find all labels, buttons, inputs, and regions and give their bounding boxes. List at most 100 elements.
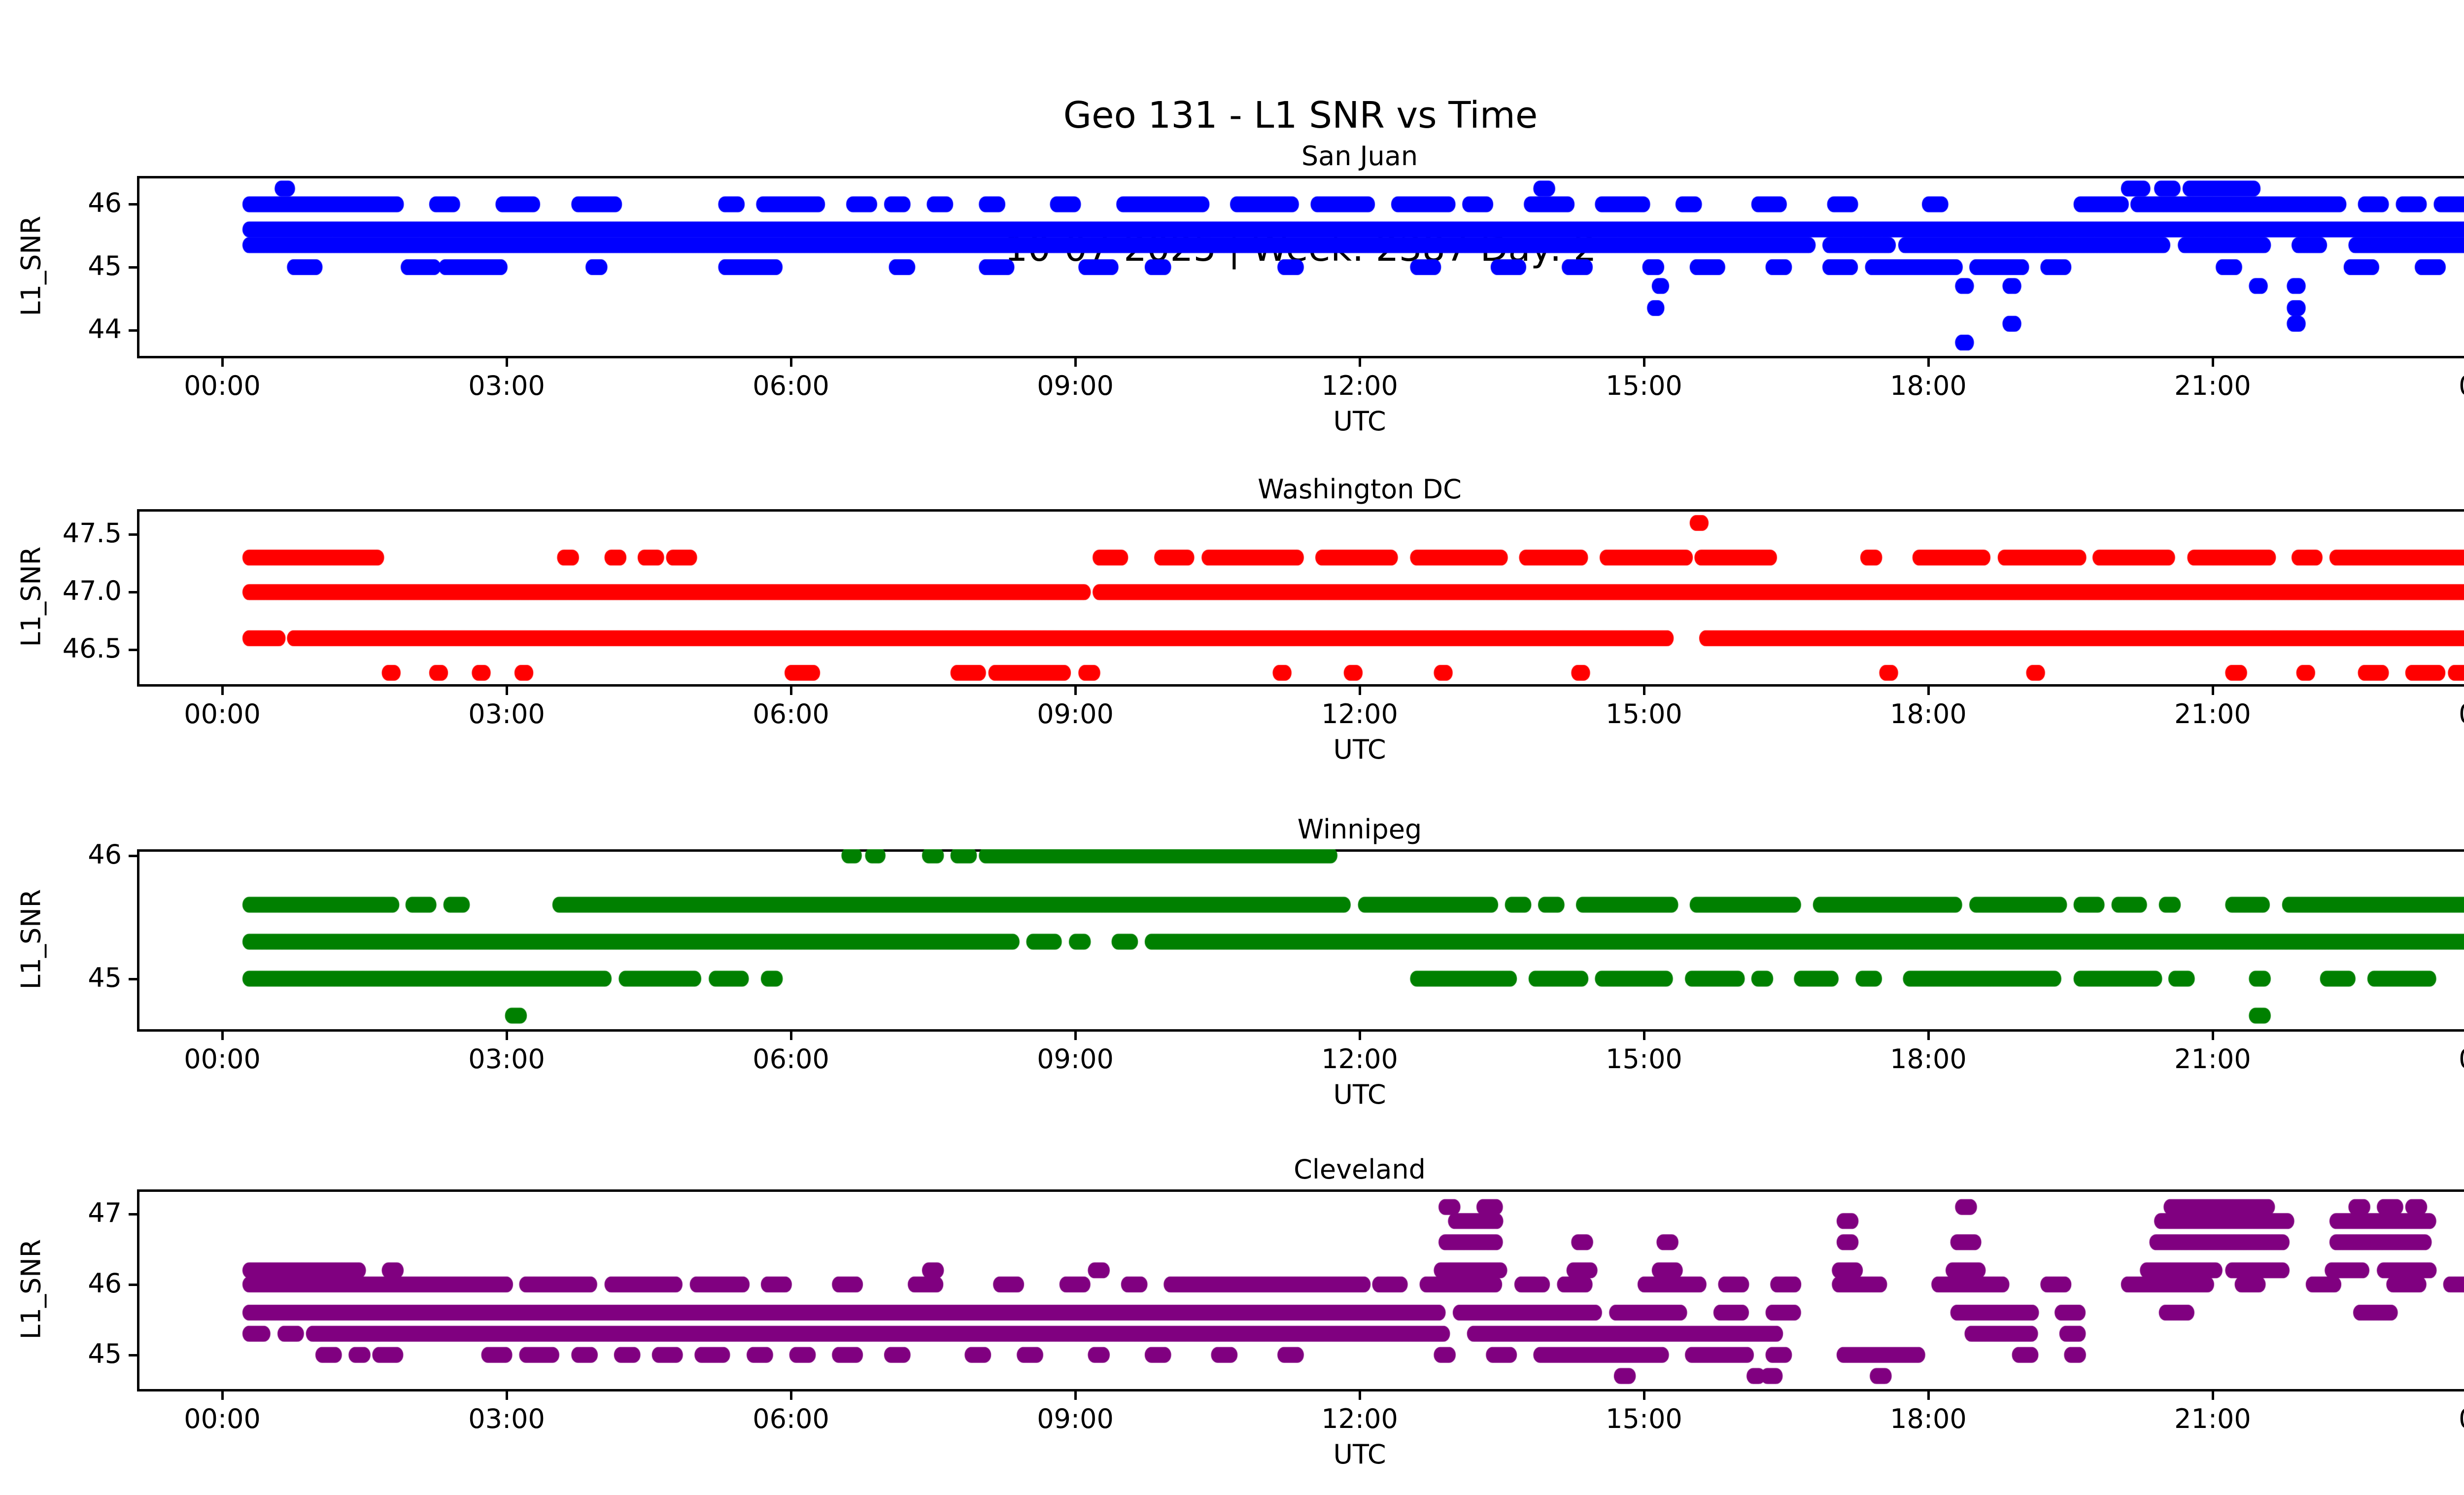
subplot-title: Washington DC: [1258, 474, 1462, 505]
y-tick-mark: [129, 977, 137, 980]
x-tick-label: 21:00: [2174, 1043, 2251, 1075]
x-tick-label: 00:00: [2398, 698, 2464, 730]
x-tick-mark: [506, 1032, 509, 1040]
x-tick-label: 21:00: [2174, 370, 2251, 401]
x-axis-label: UTC: [1333, 1439, 1386, 1470]
x-tick-label: 09:00: [1037, 698, 1114, 730]
y-tick-label: 47: [88, 1197, 122, 1228]
y-tick-label: 45: [88, 250, 122, 281]
subplot-title: Winnipeg: [1297, 814, 1422, 845]
x-tick-label: 15:00: [1606, 1043, 1682, 1075]
x-tick-label: 21:00: [2174, 698, 2251, 730]
scatter-plot-area: [137, 849, 2464, 1032]
x-tick-mark: [1359, 687, 1361, 695]
x-axis-label: UTC: [1333, 406, 1386, 437]
x-tick-label: 06:00: [753, 698, 829, 730]
x-tick-label: 00:00: [184, 1403, 261, 1434]
x-tick-label: 03:00: [468, 1043, 545, 1075]
y-tick-mark: [129, 329, 137, 332]
x-tick-mark: [1074, 1032, 1077, 1040]
x-tick-mark: [2211, 687, 2214, 695]
x-tick-mark: [1927, 1032, 1930, 1040]
y-axis-label: L1_SNR: [15, 1239, 47, 1340]
x-tick-label: 06:00: [753, 1043, 829, 1075]
x-tick-mark: [1359, 1391, 1361, 1400]
x-tick-mark: [1927, 358, 1930, 367]
x-tick-mark: [1927, 687, 1930, 695]
y-tick-label: 47.0: [62, 575, 122, 607]
x-tick-label: 15:00: [1606, 1403, 1682, 1434]
x-tick-label: 00:00: [184, 698, 261, 730]
x-tick-mark: [221, 1032, 224, 1040]
x-tick-label: 21:00: [2174, 1403, 2251, 1434]
x-tick-label: 09:00: [1037, 370, 1114, 401]
x-tick-label: 18:00: [1890, 698, 1967, 730]
scatter-plot-area: [137, 509, 2464, 687]
x-tick-mark: [1643, 687, 1645, 695]
x-tick-label: 00:00: [184, 1043, 261, 1075]
scatter-plot-area: [137, 1189, 2464, 1391]
y-tick-mark: [129, 854, 137, 857]
x-tick-mark: [221, 687, 224, 695]
y-tick-mark: [129, 203, 137, 206]
x-tick-label: 15:00: [1606, 698, 1682, 730]
x-tick-label: 15:00: [1606, 370, 1682, 401]
x-tick-mark: [1074, 358, 1077, 367]
x-tick-label: 12:00: [1321, 1403, 1398, 1434]
x-tick-label: 09:00: [1037, 1043, 1114, 1075]
x-tick-mark: [1359, 1032, 1361, 1040]
x-axis-label: UTC: [1333, 1079, 1386, 1110]
x-tick-mark: [790, 1391, 793, 1400]
x-tick-label: 06:00: [753, 1403, 829, 1434]
scatter-plot-area: [137, 176, 2464, 358]
y-tick-label: 47.5: [62, 518, 122, 549]
y-tick-mark: [129, 649, 137, 652]
x-tick-label: 00:00: [2398, 1403, 2464, 1434]
y-tick-label: 46: [88, 187, 122, 219]
x-tick-mark: [2211, 1391, 2214, 1400]
x-tick-mark: [221, 1391, 224, 1400]
y-tick-label: 44: [88, 313, 122, 345]
y-tick-label: 46.5: [62, 633, 122, 664]
x-tick-mark: [1927, 1391, 1930, 1400]
x-tick-mark: [1359, 358, 1361, 367]
x-tick-mark: [790, 687, 793, 695]
x-tick-label: 18:00: [1890, 370, 1967, 401]
figure-title-line-1: Geo 131 - L1 SNR vs Time: [1063, 94, 1538, 137]
x-tick-mark: [1074, 687, 1077, 695]
y-tick-label: 46: [88, 838, 122, 870]
x-tick-label: 12:00: [1321, 370, 1398, 401]
x-tick-label: 00:00: [184, 370, 261, 401]
y-tick-label: 45: [88, 962, 122, 993]
x-tick-label: 03:00: [468, 1403, 545, 1434]
y-tick-label: 46: [88, 1267, 122, 1299]
x-tick-label: 03:00: [468, 370, 545, 401]
x-tick-label: 12:00: [1321, 698, 1398, 730]
y-tick-label: 45: [88, 1338, 122, 1369]
x-tick-mark: [506, 358, 509, 367]
x-tick-label: 00:00: [2398, 1043, 2464, 1075]
x-tick-mark: [506, 1391, 509, 1400]
y-tick-mark: [129, 1354, 137, 1356]
x-tick-mark: [2211, 1032, 2214, 1040]
x-tick-mark: [790, 1032, 793, 1040]
x-tick-mark: [790, 358, 793, 367]
x-tick-mark: [1643, 1391, 1645, 1400]
subplot-title: Cleveland: [1294, 1154, 1426, 1185]
x-tick-mark: [221, 358, 224, 367]
x-tick-label: 18:00: [1890, 1403, 1967, 1434]
x-tick-label: 00:00: [2398, 370, 2464, 401]
subplot-title: San Juan: [1301, 140, 1418, 172]
x-tick-label: 03:00: [468, 698, 545, 730]
x-tick-mark: [1643, 1032, 1645, 1040]
x-tick-mark: [506, 687, 509, 695]
x-tick-mark: [1643, 358, 1645, 367]
x-tick-label: 06:00: [753, 370, 829, 401]
y-tick-mark: [129, 1213, 137, 1216]
y-tick-mark: [129, 266, 137, 269]
